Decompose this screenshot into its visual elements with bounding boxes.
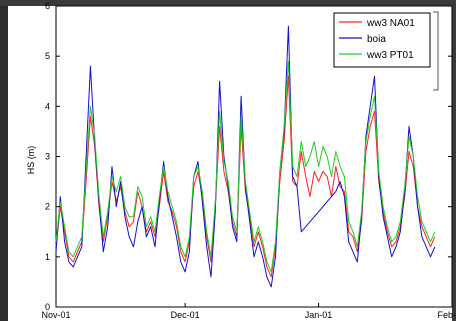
y-tick-label: 0 bbox=[45, 302, 50, 312]
legend-label: ww3 NA01 bbox=[366, 18, 415, 29]
y-tick-label: 4 bbox=[45, 101, 50, 111]
series-line-ww3-pt01 bbox=[55, 60, 436, 273]
legend-label: boia bbox=[367, 34, 386, 45]
y-ticks: 0 1 2 3 4 5 6 bbox=[45, 1, 452, 312]
y-tick-label: 3 bbox=[45, 152, 50, 162]
y-tick-label: 1 bbox=[45, 252, 50, 262]
legend-label: ww3 PT01 bbox=[366, 50, 414, 61]
x-tick-label: Feb- bbox=[437, 310, 456, 320]
window-top-edge bbox=[0, 0, 456, 6]
x-ticks: Nov-01 Dec-01 Jan-01 Feb- bbox=[41, 303, 456, 320]
y-axis-label: HS (m) bbox=[26, 146, 36, 175]
legend: ww3 NA01 boia ww3 PT01 bbox=[333, 12, 431, 68]
legend-bracket bbox=[433, 11, 439, 91]
y-axis-label-group: HS (m) bbox=[26, 146, 36, 175]
series-layer bbox=[55, 25, 436, 288]
y-tick-label: 5 bbox=[45, 51, 50, 61]
series-line-boia bbox=[55, 25, 436, 288]
window-left-edge bbox=[0, 0, 8, 321]
x-tick-label: Jan-01 bbox=[305, 310, 333, 320]
y-tick-label: 2 bbox=[45, 202, 50, 212]
x-tick-label: Nov-01 bbox=[41, 310, 70, 320]
window-right-edge bbox=[452, 0, 456, 321]
x-tick-label: Dec-01 bbox=[171, 310, 200, 320]
y-tick-label: 6 bbox=[45, 1, 50, 11]
